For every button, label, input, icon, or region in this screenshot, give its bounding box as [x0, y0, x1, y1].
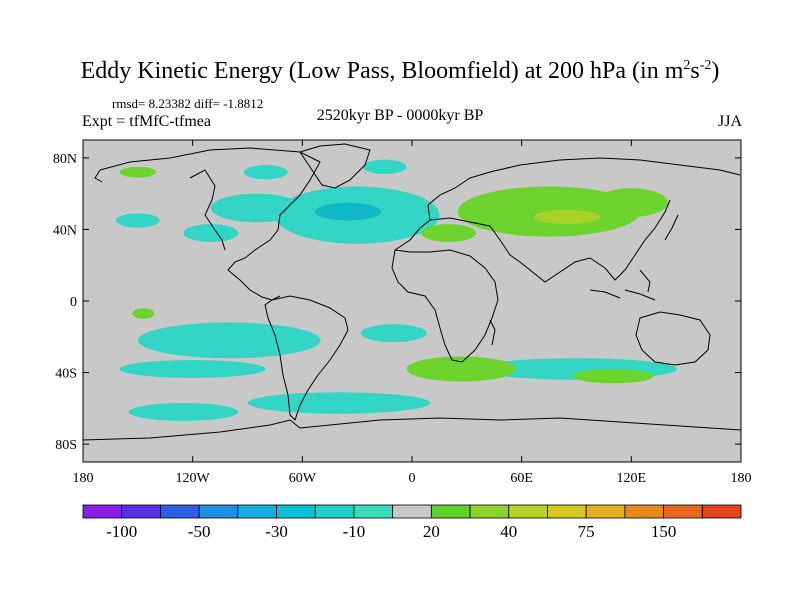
region-asia-positive-core — [534, 209, 601, 225]
colorbar-box-14 — [624, 504, 664, 519]
region-east-pacific-positive — [132, 308, 155, 319]
coastlines — [83, 143, 741, 441]
region-north-atlantic-core — [315, 202, 381, 221]
chart-title: Eddy Kinetic Energy (Low Pass, Bloomfiel… — [0, 58, 800, 85]
colorbar-box-1 — [121, 504, 161, 519]
colorbar-box-7 — [353, 504, 394, 519]
region-indian-ocean-positive — [406, 356, 517, 382]
chart-title-superscript-1: 2 — [683, 58, 691, 73]
region-north-pacific-negative — [115, 213, 160, 228]
y-tick-label-1: 40N — [53, 223, 77, 238]
colorbar-label-4: 20 — [423, 522, 440, 541]
colorbar-box-10 — [469, 504, 510, 519]
colorbar-box-5 — [276, 504, 316, 519]
colorbar: -100 -50 -30 -10 20 40 75 150 — [82, 504, 742, 541]
y-tick-label-4: 80S — [55, 438, 77, 453]
x-tick-label-1: 120W — [176, 471, 211, 486]
colorbar-box-3 — [198, 504, 239, 519]
colorbar-label-5: 40 — [500, 522, 517, 541]
x-tick-label-3: 0 — [409, 471, 416, 486]
region-north-asia-positive — [594, 188, 668, 217]
y-tick-label-2: 0 — [70, 295, 77, 310]
region-arctic-canada-negative — [243, 165, 288, 180]
region-arctic-alaska-positive — [119, 166, 157, 178]
colorbar-label-3: -10 — [343, 522, 366, 541]
colorbar-label-6: 75 — [578, 522, 595, 541]
colorbar-box-11 — [508, 504, 548, 519]
chart-title-unit-s: s — [690, 58, 700, 84]
region-antarctic-pacific-negative — [128, 402, 239, 421]
colorbar-box-2 — [160, 504, 200, 519]
period-label: 2520kyr BP - 0000kyr BP — [316, 107, 484, 124]
colorbar-box-0 — [82, 504, 123, 519]
colorbar-label-0: -100 — [106, 522, 137, 541]
y-tick-label-3: 40S — [55, 367, 77, 382]
y-tick-label-0: 80N — [53, 152, 77, 167]
experiment-label: Expt = tfMfC-tfmea — [82, 113, 211, 130]
chart-title-superscript-2: -2 — [699, 58, 712, 73]
colorbar-label-2: -30 — [265, 522, 288, 541]
region-south-pacific-negative — [137, 322, 321, 359]
colorbar-box-9 — [430, 504, 471, 519]
chart-title-close: ) — [711, 58, 720, 84]
colorbar-box-16 — [701, 504, 742, 519]
colorbar-box-12 — [547, 504, 587, 519]
x-tick-label-4: 60E — [510, 471, 533, 486]
stats-text: rmsd= 8.23382 diff= -1.8812 — [112, 96, 264, 111]
colorbar-box-15 — [663, 504, 703, 519]
colorbar-label-7: 150 — [651, 522, 677, 541]
region-mediterranean-positive — [421, 224, 476, 242]
x-tick-label-0: 180 — [73, 471, 94, 486]
region-north-america-negative — [210, 193, 303, 223]
colorbar-box-6 — [314, 504, 355, 519]
region-southern-ocean-negative — [247, 392, 431, 414]
region-arctic-greenland-negative — [362, 159, 407, 174]
axes: 180 120W 60W 0 60E 120E 180 80N 40N 0 40S 80S — [53, 140, 752, 486]
colorbar-box-4 — [237, 504, 277, 519]
region-south-atlantic-negative — [360, 324, 427, 343]
x-tick-label-2: 60W — [289, 471, 317, 486]
colorbar-label-1: -50 — [188, 522, 211, 541]
x-tick-label-5: 120E — [617, 471, 647, 486]
contour-regions — [115, 159, 678, 421]
region-south-pacific-lower-negative — [119, 360, 266, 378]
chart-title-text: Eddy Kinetic Energy (Low Pass, Bloomfiel… — [80, 58, 684, 84]
x-tick-label-6: 180 — [731, 471, 752, 486]
colorbar-box-8 — [392, 504, 432, 519]
season-label: JJA — [717, 113, 742, 130]
region-north-pacific-east-negative — [183, 224, 239, 242]
region-australia-west-positive — [572, 368, 654, 384]
colorbar-box-13 — [585, 504, 626, 519]
